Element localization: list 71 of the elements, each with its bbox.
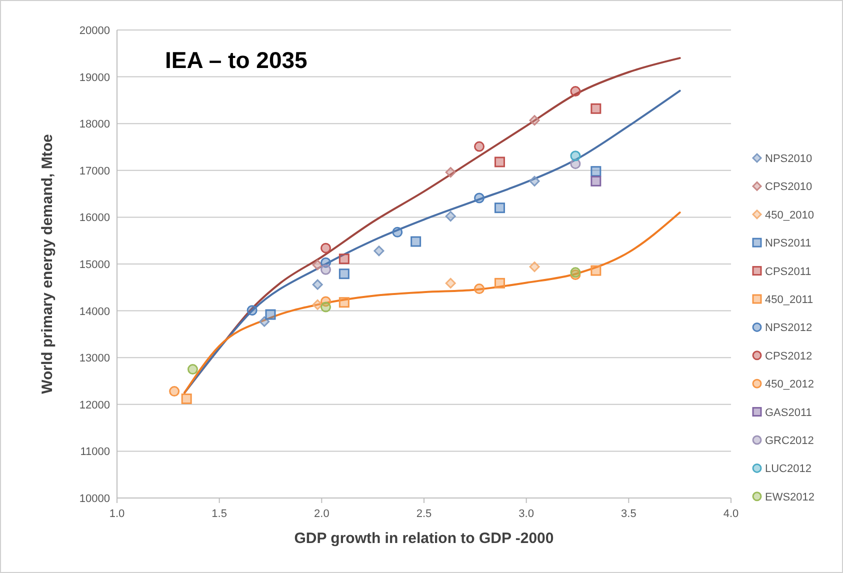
point (590, 103, 602, 114)
text: IEA – to 2035 (165, 47, 308, 73)
y-tick-label: 13000 (79, 352, 110, 365)
legend-label: GRC2012 (765, 435, 814, 447)
y-tick-label: 19000 (79, 72, 110, 84)
point (410, 236, 422, 247)
point (529, 176, 540, 186)
x-tick-label: 1.0 (109, 508, 125, 520)
legend-label: LUC2012 (765, 463, 812, 476)
point (312, 299, 323, 310)
y-axis-title: World primary energy demand, Mtoe (39, 134, 56, 394)
y-tick-label: 20000 (79, 25, 110, 37)
x-axis-title: GDP growth in relation to GDP -2000 (294, 530, 554, 547)
y-tick-label: 16000 (79, 212, 110, 224)
point (445, 167, 456, 178)
point (169, 386, 180, 397)
point (392, 226, 403, 238)
point (312, 260, 323, 270)
y-tick-label: 11000 (80, 446, 110, 458)
point (494, 202, 505, 214)
y-tick-label: 12000 (79, 399, 110, 412)
x-tick-label: 2.5 (416, 508, 432, 520)
legend-label: EWS2012 (765, 491, 815, 504)
point (494, 278, 505, 288)
legend-label: CPS2011 (765, 266, 812, 278)
point (338, 297, 350, 308)
point (320, 242, 332, 254)
point (259, 316, 270, 327)
point (570, 150, 581, 162)
legend-label: 450_2012 (765, 378, 814, 391)
point (529, 262, 540, 272)
point (570, 267, 581, 278)
legend-label: 450_2011 (765, 294, 814, 306)
point (181, 394, 192, 404)
point (474, 141, 485, 152)
legend-label: GAS2011 (765, 406, 812, 419)
point (338, 268, 350, 280)
point (320, 302, 332, 312)
point (590, 265, 602, 276)
point (320, 264, 332, 275)
point (246, 305, 258, 316)
x-tick-label: 3.0 (518, 508, 534, 520)
legend-label: 450_2010 (765, 209, 814, 222)
x-tick-label: 2.0 (314, 508, 330, 520)
point (494, 156, 505, 168)
point (445, 278, 456, 288)
legend-label: CPS2010 (765, 181, 812, 194)
point (570, 86, 581, 97)
y-tick-label: 15000 (79, 259, 110, 271)
x-tick-label: 3.5 (621, 508, 636, 520)
y-tick-label: 18000 (79, 118, 110, 131)
legend-label: NPS2010 (765, 153, 812, 165)
point (529, 115, 540, 126)
point (590, 176, 602, 186)
point (474, 284, 485, 294)
point (338, 254, 350, 264)
point (187, 364, 198, 375)
point (265, 309, 276, 320)
y-tick-label: 17000 (79, 165, 110, 178)
y-tick-label: 10000 (79, 493, 110, 505)
legend-label: NPS2011 (765, 238, 812, 250)
point (474, 192, 485, 204)
point (312, 279, 323, 290)
point (590, 166, 602, 177)
point (374, 246, 384, 256)
x-tick-label: 1.5 (212, 508, 227, 520)
point (445, 211, 456, 222)
legend-label: NPS2012 (765, 322, 812, 334)
x-tick-label: 4.0 (723, 508, 739, 520)
legend-label: CPS2012 (765, 350, 812, 362)
y-tick-label: 14000 (79, 306, 110, 318)
